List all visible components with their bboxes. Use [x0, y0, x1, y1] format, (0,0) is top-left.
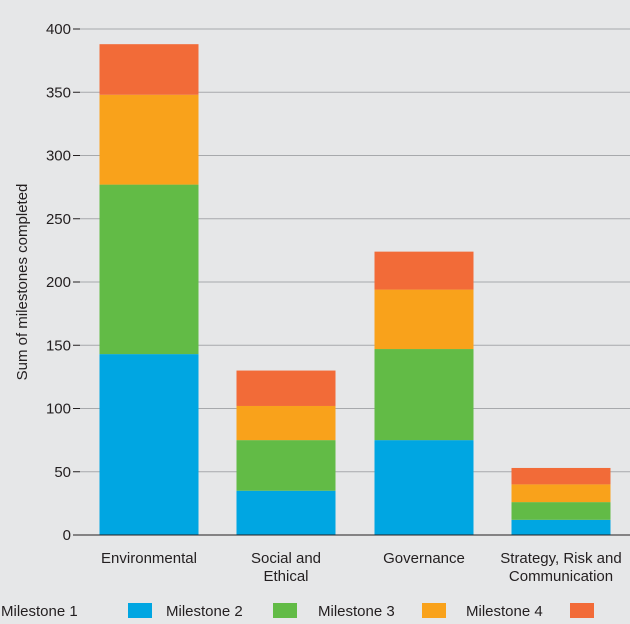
bar-1-milestone-1	[99, 354, 199, 535]
x-tick-label-1: Environmental	[101, 550, 197, 567]
bar-1-milestone-3	[99, 94, 199, 185]
bar-1-milestone-2	[99, 184, 199, 355]
bar-2-milestone-1	[236, 490, 336, 535]
bar-3-milestone-3	[374, 289, 474, 350]
y-tick-label-200: 200	[46, 274, 71, 291]
legend-label-2: Milestone 2	[166, 603, 243, 620]
bar-4-milestone-4	[511, 467, 611, 485]
y-axis-title: Sum of milestones completed	[14, 184, 31, 381]
legend-swatch-4	[570, 603, 594, 618]
y-tick-label-300: 300	[46, 148, 71, 165]
legend-swatch-2	[273, 603, 297, 618]
bar-1-milestone-4	[99, 44, 199, 95]
legend-label-4: Milestone 4	[466, 603, 543, 620]
bar-4-milestone-1	[511, 519, 611, 535]
y-axis-ticks: 0 50 100 150 200 250 300 350 400	[46, 21, 80, 544]
x-tick-label-3: Governance	[383, 550, 465, 567]
legend-swatch-3	[422, 603, 446, 618]
bar-3-milestone-2	[374, 349, 474, 441]
bar-2-milestone-3	[236, 405, 336, 441]
x-axis-labels: Environmental Social and Ethical Governance…	[101, 550, 622, 585]
bar-4-milestone-2	[511, 502, 611, 520]
y-tick-label-250: 250	[46, 211, 71, 228]
bar-2-milestone-4	[236, 370, 336, 406]
y-tick-label-350: 350	[46, 84, 71, 101]
y-tick-label-100: 100	[46, 401, 71, 418]
legend-label-1: Milestone 1	[1, 603, 78, 620]
bar-2-milestone-2	[236, 440, 336, 491]
x-tick-label-4: Strategy, Risk and Communication	[500, 550, 621, 585]
legend-swatch-1	[128, 603, 152, 618]
legend: Milestone 1 Milestone 2 Milestone 3 Milesto…	[1, 603, 594, 620]
bar-3-milestone-1	[374, 440, 474, 535]
bars	[99, 44, 611, 535]
bar-4-milestone-3	[511, 484, 611, 503]
y-tick-label-400: 400	[46, 21, 71, 38]
legend-label-3: Milestone 3	[318, 603, 395, 620]
y-tick-label-50: 50	[54, 464, 71, 481]
y-tick-label-0: 0	[63, 527, 71, 544]
bar-3-milestone-4	[374, 251, 474, 290]
y-tick-label-150: 150	[46, 337, 71, 354]
x-tick-label-2: Social and Ethical	[251, 550, 321, 585]
